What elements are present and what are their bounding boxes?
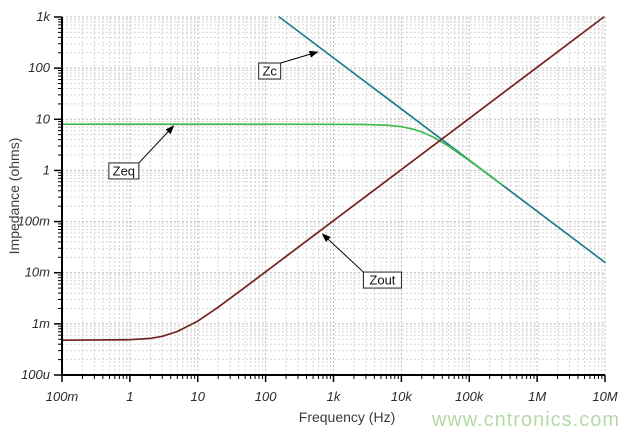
tick-labels: 100m 1 10 100 1k 10k 100k 1M 10M 100u 1m 10m 100m 1 10…: [17, 9, 617, 404]
series-group: [61, 16, 606, 342]
y-tick-label: 10: [36, 111, 51, 126]
y-tick-label: 1: [43, 162, 50, 177]
watermark: www.cntronics.com: [431, 409, 620, 431]
x-tick-label: 10M: [592, 389, 617, 404]
callout-zc: Zc: [258, 50, 319, 80]
grid: [61, 16, 606, 376]
x-tick-label: 100m: [46, 389, 79, 404]
y-tick-label: 100: [28, 60, 50, 75]
y-tick-label: 10m: [25, 265, 50, 280]
callout-arrow: [280, 50, 319, 64]
y-tick-label: 100m: [17, 214, 50, 229]
callout-label: Zeq: [113, 163, 135, 178]
axes: [54, 16, 606, 382]
x-tick-label: 1: [126, 389, 133, 404]
callout-zeq: Zeq: [108, 125, 175, 180]
callout-box: [258, 62, 282, 80]
x-tick-label: 100: [255, 389, 277, 404]
callout-box: [362, 271, 402, 289]
y-tick-label: 100u: [21, 367, 50, 382]
y-tick-label: 1m: [32, 316, 50, 331]
x-tick-label: 1k: [327, 389, 342, 404]
y-axis-title: Impedance (ohms): [6, 137, 22, 255]
callout-zout: Zout: [321, 233, 402, 289]
callout-arrow: [321, 233, 364, 273]
x-tick-label: 10: [191, 389, 206, 404]
curve-zeq: [61, 123, 503, 186]
curve-zout: [61, 16, 605, 342]
x-tick-label: 1M: [528, 389, 546, 404]
callout-label: Zout: [369, 273, 395, 288]
y-tick-label: 1k: [36, 9, 51, 24]
x-tick-label: 10k: [391, 389, 413, 404]
callout-label: Zc: [262, 64, 277, 79]
callout-arrow: [138, 125, 175, 164]
x-tick-label: 100k: [455, 389, 485, 404]
x-axis-title: Frequency (Hz): [298, 409, 396, 425]
callout-box: [108, 162, 140, 180]
